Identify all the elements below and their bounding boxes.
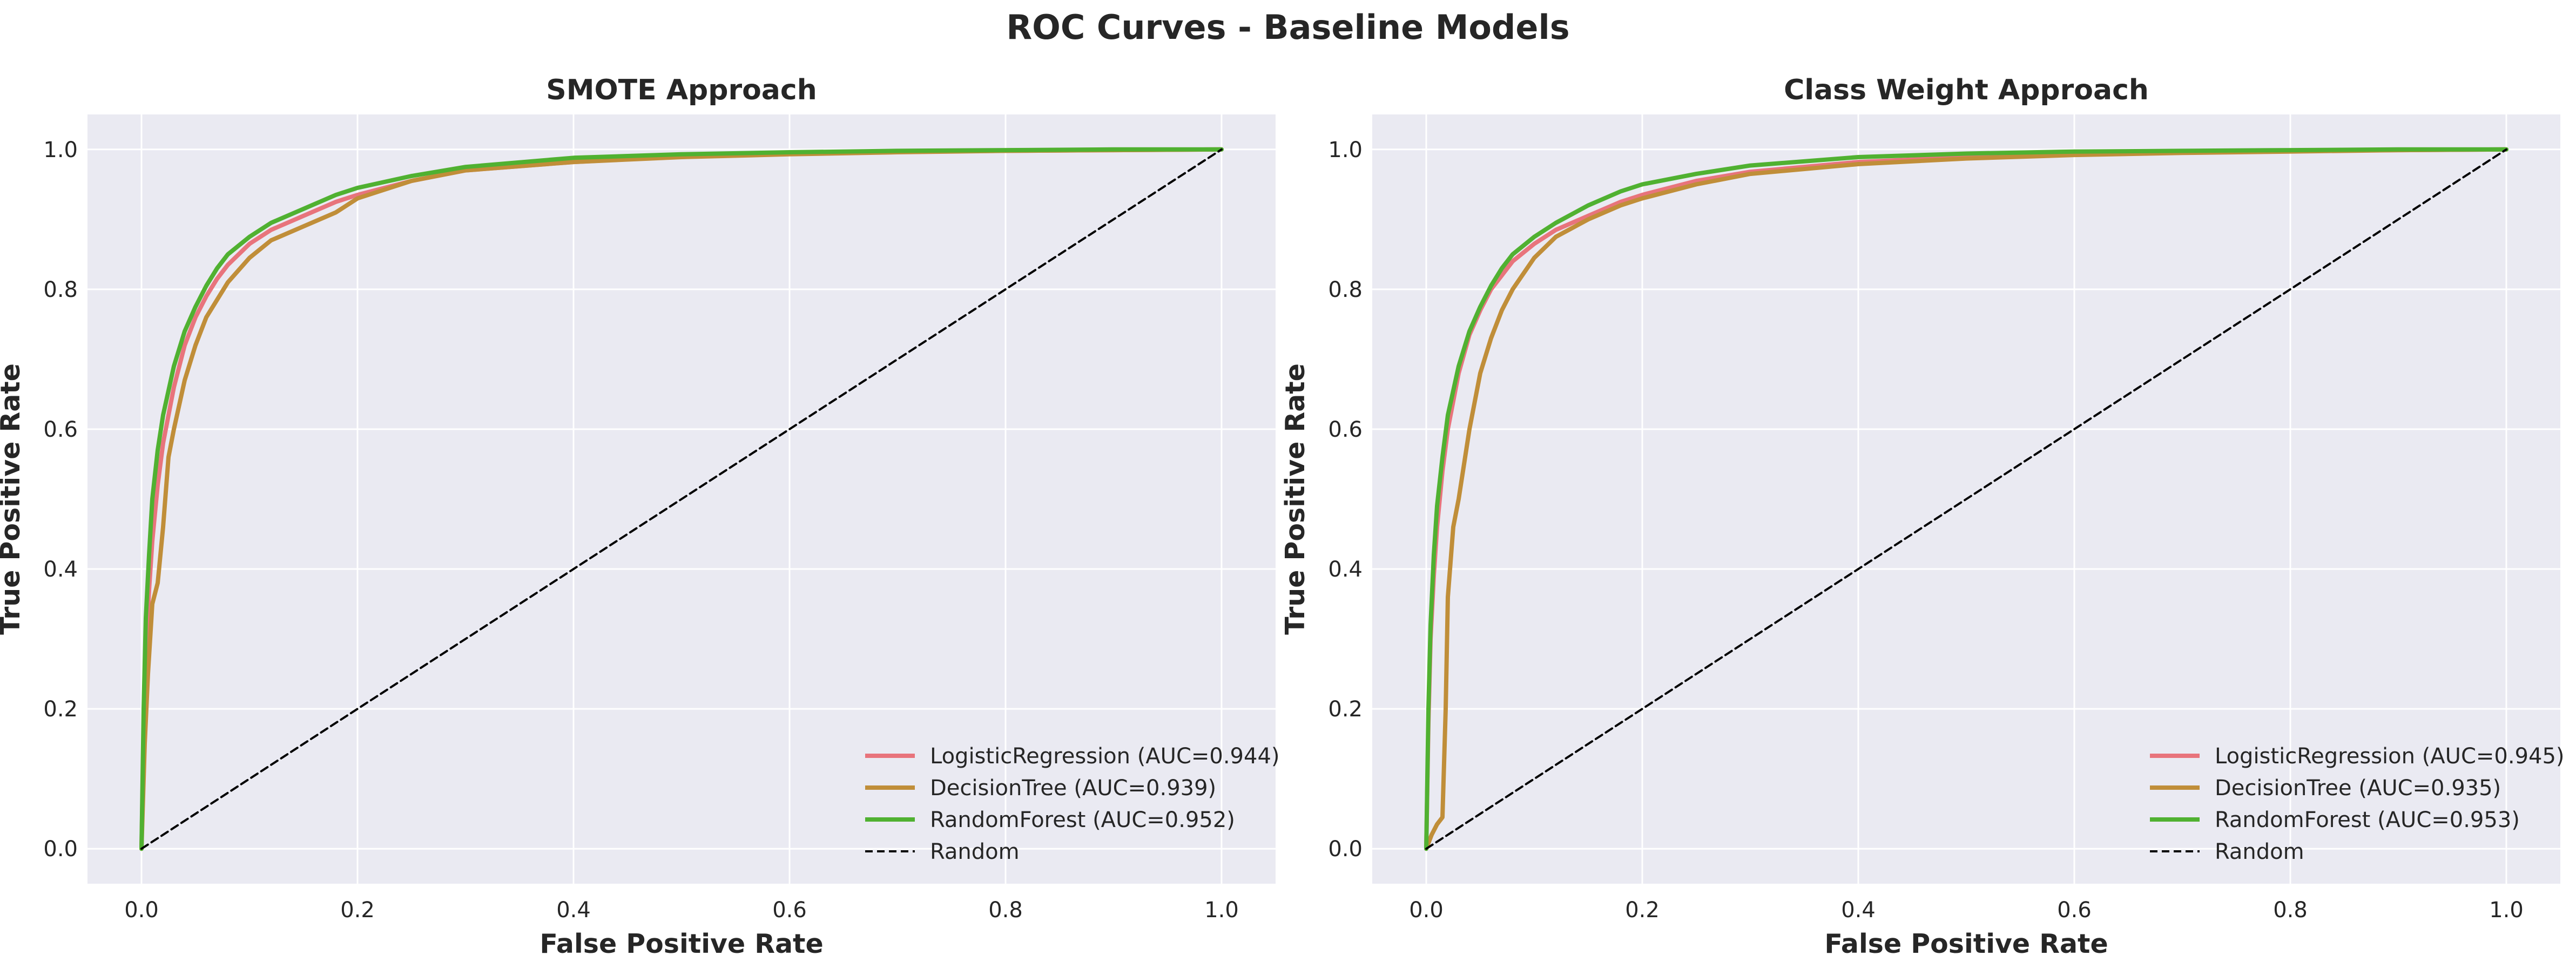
series-line-random	[1425, 148, 2507, 850]
x-tick-label: 0.2	[340, 898, 375, 923]
series-line-decisiontree	[1424, 147, 2508, 851]
legend-entry: DecisionTree (AUC=0.935)	[2215, 776, 2501, 801]
figure-suptitle: ROC Curves - Baseline Models	[1006, 8, 1569, 47]
series-line-decisiontree	[139, 147, 1224, 851]
x-tick-label: 0.2	[1625, 898, 1660, 923]
chart-panel-class-weight: 0.0 0.2 0.4 0.6 0.8 1.0 0.0 0.2 0.4 0.6 0.8 1.0 Clas…	[1280, 74, 2565, 959]
panel-title: SMOTE Approach	[546, 74, 817, 106]
y-tick-label: 0.4	[43, 557, 78, 582]
y-tick-label: 0.0	[1328, 837, 1363, 862]
y-axis-label: True Positive Rate	[1280, 363, 1311, 635]
x-tick-label: 0.0	[1409, 898, 1444, 923]
y-tick-label: 0.6	[1328, 417, 1363, 442]
legend-entry: LogisticRegression (AUC=0.944)	[930, 744, 1280, 769]
series-group	[139, 147, 1224, 851]
y-tick-label: 0.2	[43, 697, 78, 722]
legend: LogisticRegression (AUC=0.945) DecisionTr…	[2150, 744, 2565, 864]
x-tick-label: 0.6	[772, 898, 807, 923]
series-line-randomforest	[139, 147, 1224, 851]
y-axis-label: True Positive Rate	[0, 363, 26, 635]
x-tick-label: 1.0	[2489, 898, 2524, 923]
x-axis-label: False Positive Rate	[1824, 929, 2108, 959]
series-group	[1424, 147, 2508, 851]
chart-panel-smote: 0.0 0.2 0.4 0.6 0.8 1.0 0.0 0.2 0.4 0.6 0.8 1.0 SMOT…	[0, 74, 1280, 959]
y-tick-label: 0.8	[1328, 277, 1363, 302]
y-tick-label: 1.0	[43, 138, 78, 162]
legend: LogisticRegression (AUC=0.944) DecisionTr…	[865, 744, 1280, 864]
y-tick-label: 0.0	[43, 837, 78, 862]
x-tick-label: 0.0	[124, 898, 159, 923]
x-tick-label: 0.6	[2057, 898, 2092, 923]
series-line-randomforest	[1424, 147, 2508, 851]
y-tick-label: 0.2	[1328, 697, 1363, 722]
x-tick-label: 0.8	[2273, 898, 2308, 923]
x-tick-label: 0.4	[1841, 898, 1876, 923]
legend-entry: LogisticRegression (AUC=0.945)	[2215, 744, 2565, 769]
legend-entry: Random	[2215, 839, 2304, 864]
x-axis-label: False Positive Rate	[540, 929, 823, 959]
x-tick-label: 1.0	[1204, 898, 1239, 923]
series-line-random	[140, 148, 1223, 850]
legend-entry: RandomForest (AUC=0.953)	[2215, 808, 2520, 832]
legend-entry: Random	[930, 839, 1020, 864]
x-tick-label: 0.8	[988, 898, 1023, 923]
legend-entry: RandomForest (AUC=0.952)	[930, 808, 1235, 832]
panel-title: Class Weight Approach	[1784, 74, 2149, 106]
y-tick-label: 0.6	[43, 417, 78, 442]
y-tick-label: 0.8	[43, 277, 78, 302]
y-tick-label: 1.0	[1328, 138, 1363, 162]
y-tick-label: 0.4	[1328, 557, 1363, 582]
legend-entry: DecisionTree (AUC=0.939)	[930, 776, 1216, 801]
x-tick-label: 0.4	[556, 898, 591, 923]
